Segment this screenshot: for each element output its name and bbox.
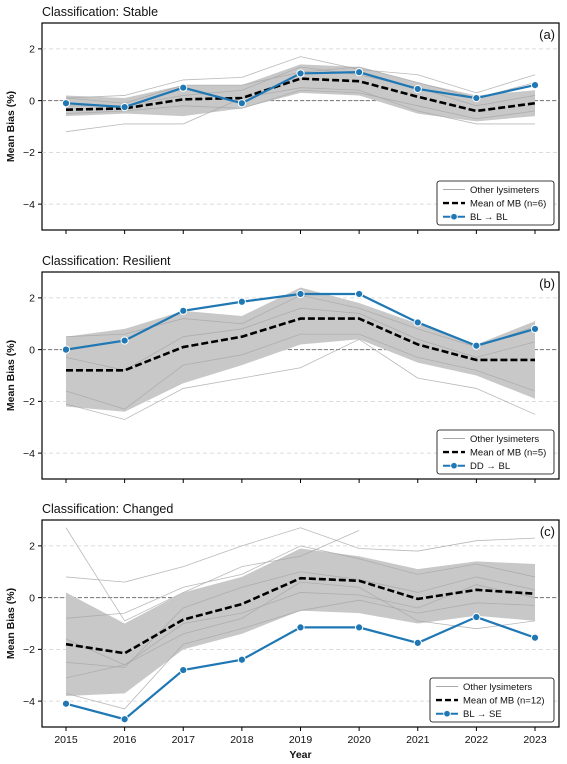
panel-a-legend-box bbox=[436, 180, 555, 226]
panel-c-highlight-point bbox=[179, 665, 188, 675]
panel-c-other-lysimeter-line bbox=[65, 599, 536, 710]
panel-a-highlight-point bbox=[179, 83, 188, 92]
panel-a-plot-area: −4 −2 0 2 Other lysimeters Mean of MB (n=6) BL… bbox=[23, 44, 559, 234]
panel-a-highlight-point bbox=[296, 69, 305, 78]
panel-c-y-tick-label: −2 bbox=[23, 644, 35, 656]
panel-c-plot-area: −4 −2 0 2 2015 2016 2017 2018 2019 2020 2021 2022 20… bbox=[23, 527, 559, 746]
panel-b-legend: Other lysimeters Mean of MB (n=5) DD → BL bbox=[436, 429, 555, 475]
panel-a-label: (a) bbox=[539, 27, 555, 42]
panel-a-y-tick-label: −2 bbox=[23, 147, 35, 159]
panel-b-legend-highlight-marker bbox=[450, 461, 458, 470]
panel-b-highlight-point bbox=[296, 289, 305, 299]
panel-c-y-tick-label: 0 bbox=[29, 592, 35, 604]
panel-c-legend-highlight-marker bbox=[443, 709, 451, 718]
panel-a-other-lysimeter-line bbox=[65, 56, 536, 99]
panel-b-highlight-point bbox=[120, 336, 129, 345]
panel-c-other-lysimeter-line bbox=[65, 527, 536, 583]
panel-c-highlight-point bbox=[61, 699, 71, 708]
panel-a-y-tick-label: 0 bbox=[29, 95, 35, 107]
panel-a-highlight-point bbox=[413, 84, 422, 94]
panel-a-highlight-point bbox=[530, 81, 540, 90]
panel-c-y-axis-label: Mean Bias (%) bbox=[5, 588, 17, 659]
panel-a-highlight-point bbox=[61, 99, 71, 108]
panel-a-legend-label: BL → BL bbox=[470, 212, 508, 223]
panel-a-highlight-point bbox=[120, 102, 129, 112]
panel-c-highlight-point bbox=[413, 638, 422, 648]
panel-c-range-band bbox=[66, 548, 535, 696]
panel-b-y-axis-label: Mean Bias (%) bbox=[5, 340, 17, 411]
panel-a-other-lysimeter-line bbox=[65, 89, 536, 120]
panel-a-title: Classification: Stable bbox=[42, 5, 158, 19]
panel-c-title: Classification: Changed bbox=[42, 502, 173, 516]
panel-b-mean-line bbox=[66, 317, 535, 372]
panel-b-highlight-point bbox=[179, 306, 188, 315]
panel-b-title: Classification: Resilient bbox=[42, 254, 171, 268]
panel-b-legend-box bbox=[436, 429, 555, 475]
panel-a-y-tick-label: 2 bbox=[29, 44, 35, 56]
panel-c-other-lysimeter-line bbox=[65, 527, 360, 622]
panel-c-x-tick-label: 2023 bbox=[523, 734, 547, 746]
panel-b-highlight-point bbox=[413, 318, 422, 327]
panel-b-y-tick-label: −2 bbox=[23, 396, 35, 408]
panel-c-legend-label: BL → SE bbox=[463, 709, 502, 720]
panel-b-highlight-point bbox=[355, 289, 364, 299]
panel-b-highlight-point bbox=[61, 345, 71, 354]
x-axis-label: Year bbox=[289, 749, 311, 761]
panel-b-highlight-point bbox=[530, 324, 540, 334]
panel-c-x-tick-label: 2015 bbox=[54, 734, 78, 746]
panel-b-y-tick-label: −4 bbox=[23, 448, 35, 460]
panel-a-y-tick-label: −4 bbox=[23, 199, 35, 211]
panel-a-highlight-point bbox=[237, 99, 246, 108]
panel-b-plot-area: −4 −2 0 2 Other lysimeters Mean of MB (n=5) DD… bbox=[23, 287, 559, 483]
panel-b: Classification: Resilient −4 −2 0 2 Other ly… bbox=[5, 254, 560, 483]
panel-c-y-tick-label: −4 bbox=[23, 696, 35, 708]
panel-c: Classification: Changed −4 −2 0 2 2015 2016 20… bbox=[5, 502, 560, 746]
panel-c-legend-label: Other lysimeters bbox=[463, 682, 532, 693]
panel-c-mean-line bbox=[65, 576, 536, 655]
panel-a-legend-label: Other lysimeters bbox=[470, 185, 539, 196]
panel-c-x-tick-label: 2016 bbox=[113, 734, 137, 746]
panel-a-range-band bbox=[66, 64, 535, 122]
panel-b-legend-label: Mean of MB (n=5) bbox=[470, 448, 546, 459]
panel-a-highlight-point bbox=[472, 93, 481, 103]
panel-c-other-lysimeter-line bbox=[65, 545, 536, 619]
panel-b-y-tick-label: 2 bbox=[29, 293, 35, 305]
panel-c-x-tick-label: 2019 bbox=[289, 734, 313, 746]
panel-c-legend-box bbox=[429, 677, 555, 723]
panel-b-legend-label: DD → BL bbox=[470, 461, 510, 472]
panel-c-highlight-point bbox=[237, 655, 246, 664]
panel-a-legend-label: Mean of MB (n=6) bbox=[470, 199, 546, 210]
panel-c-x-tick-label: 2020 bbox=[347, 734, 371, 746]
panel-c-highlight-point bbox=[355, 623, 364, 632]
panel-c-label: (c) bbox=[540, 524, 555, 539]
panel-c-other-lysimeter-line bbox=[65, 571, 536, 668]
panel-b-y-tick-label: 0 bbox=[29, 344, 35, 356]
panel-c-y-tick-label: 2 bbox=[29, 541, 35, 553]
panel-b-legend-label: Other lysimeters bbox=[470, 434, 539, 445]
panel-c-x-tick-label: 2017 bbox=[172, 734, 196, 746]
panel-a-other-lysimeter-line bbox=[65, 87, 535, 133]
panel-a-other-lysimeter-line bbox=[66, 66, 536, 107]
panel-c-highlight-point bbox=[472, 612, 481, 622]
panel-c-legend-label: Mean of MB (n=12) bbox=[463, 696, 545, 707]
panel-c-highlight-point bbox=[120, 715, 129, 724]
panel-c-legend: Other lysimeters Mean of MB (n=12) BL → SE bbox=[429, 677, 555, 723]
panel-c-highlight-point bbox=[530, 633, 540, 642]
panel-b-highlight-point bbox=[472, 341, 481, 350]
panel-a-y-axis-label: Mean Bias (%) bbox=[5, 91, 17, 162]
panel-c-highlight-point bbox=[296, 623, 305, 632]
panel-a: Classification: Stable −4 −2 0 2 Other lysim… bbox=[5, 5, 560, 234]
panel-c-x-tick-label: 2021 bbox=[406, 734, 430, 746]
panel-c-x-tick-label: 2018 bbox=[230, 734, 254, 746]
panel-a-highlight-point bbox=[355, 68, 364, 77]
panel-b-highlight-point bbox=[237, 297, 246, 306]
panel-c-x-tick-label: 2022 bbox=[465, 734, 489, 746]
panel-b-other-lysimeter-line bbox=[65, 338, 536, 420]
panel-a-legend: Other lysimeters Mean of MB (n=6) BL → BL bbox=[436, 180, 555, 226]
panel-b-other-lysimeter-line bbox=[65, 333, 536, 410]
panel-b-label: (b) bbox=[539, 276, 555, 291]
panel-a-legend-highlight-marker bbox=[450, 212, 458, 221]
panel-b-other-lysimeter-line bbox=[65, 307, 536, 371]
